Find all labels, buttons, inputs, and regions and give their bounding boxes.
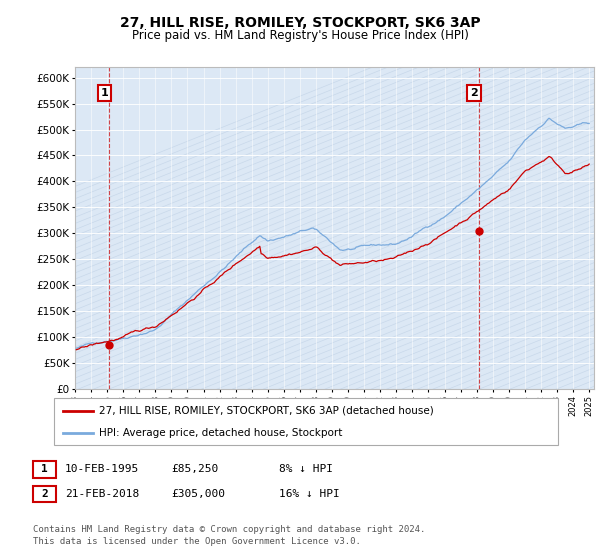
- Text: Contains HM Land Registry data © Crown copyright and database right 2024.
This d: Contains HM Land Registry data © Crown c…: [33, 525, 425, 546]
- Text: 16% ↓ HPI: 16% ↓ HPI: [279, 489, 340, 499]
- Text: 27, HILL RISE, ROMILEY, STOCKPORT, SK6 3AP: 27, HILL RISE, ROMILEY, STOCKPORT, SK6 3…: [119, 16, 481, 30]
- Text: 1: 1: [100, 88, 108, 98]
- Text: £305,000: £305,000: [171, 489, 225, 499]
- Text: 8% ↓ HPI: 8% ↓ HPI: [279, 464, 333, 474]
- Text: £85,250: £85,250: [171, 464, 218, 474]
- Text: 2: 2: [470, 88, 478, 98]
- Text: 27, HILL RISE, ROMILEY, STOCKPORT, SK6 3AP (detached house): 27, HILL RISE, ROMILEY, STOCKPORT, SK6 3…: [99, 406, 434, 416]
- Text: Price paid vs. HM Land Registry's House Price Index (HPI): Price paid vs. HM Land Registry's House …: [131, 29, 469, 42]
- Text: 2: 2: [41, 489, 48, 499]
- Text: 1: 1: [41, 464, 48, 474]
- Text: HPI: Average price, detached house, Stockport: HPI: Average price, detached house, Stoc…: [99, 428, 343, 438]
- Text: 21-FEB-2018: 21-FEB-2018: [65, 489, 139, 499]
- Text: 10-FEB-1995: 10-FEB-1995: [65, 464, 139, 474]
